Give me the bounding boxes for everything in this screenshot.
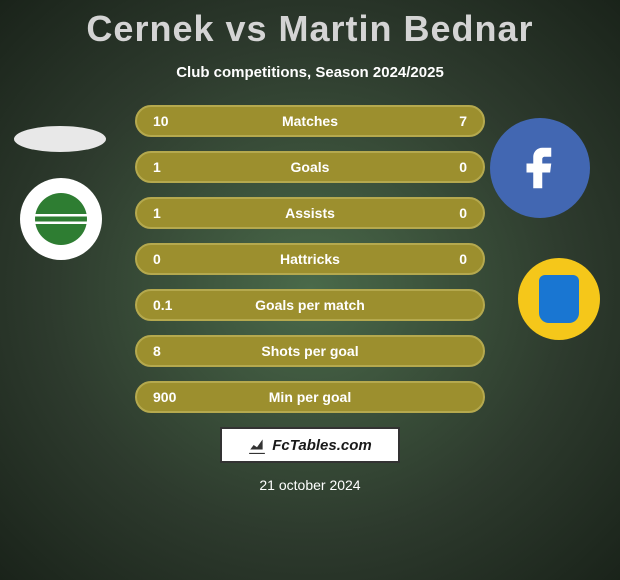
stat-row: 900 Min per goal [135, 381, 485, 413]
date-text: 21 october 2024 [0, 477, 620, 493]
stats-container: 10 Matches 7 1 Goals 0 1 Assists 0 0 Hat… [135, 105, 485, 413]
stat-label: Assists [203, 205, 417, 221]
subtitle: Club competitions, Season 2024/2025 [0, 64, 620, 81]
stat-right-value: 0 [417, 205, 467, 221]
stat-row: 1 Assists 0 [135, 197, 485, 229]
chart-icon [248, 436, 266, 454]
stat-left-value: 0.1 [153, 297, 203, 313]
stat-label: Hattricks [203, 251, 417, 267]
stat-label: Matches [203, 113, 417, 129]
footer-brand-label: FcTables.com [272, 437, 371, 454]
stat-right-value: 0 [417, 159, 467, 175]
stat-row: 0 Hattricks 0 [135, 243, 485, 275]
stat-row: 0.1 Goals per match [135, 289, 485, 321]
player-left-avatar [14, 126, 106, 152]
stat-row: 10 Matches 7 [135, 105, 485, 137]
stat-label: Goals per match [203, 297, 417, 313]
stat-row: 8 Shots per goal [135, 335, 485, 367]
stat-row: 1 Goals 0 [135, 151, 485, 183]
page-title: Cernek vs Martin Bednar [0, 0, 620, 50]
stat-label: Goals [203, 159, 417, 175]
footer-brand-link[interactable]: FcTables.com [220, 427, 400, 463]
stat-left-value: 10 [153, 113, 203, 129]
stat-left-value: 0 [153, 251, 203, 267]
stat-right-value: 0 [417, 251, 467, 267]
stat-right-value: 7 [417, 113, 467, 129]
stat-left-value: 900 [153, 389, 203, 405]
facebook-icon[interactable] [490, 118, 590, 218]
club-badge-left [20, 178, 102, 260]
stat-label: Shots per goal [203, 343, 417, 359]
stat-left-value: 8 [153, 343, 203, 359]
stat-left-value: 1 [153, 205, 203, 221]
stat-left-value: 1 [153, 159, 203, 175]
club-badge-right [518, 258, 600, 340]
stat-label: Min per goal [203, 389, 417, 405]
